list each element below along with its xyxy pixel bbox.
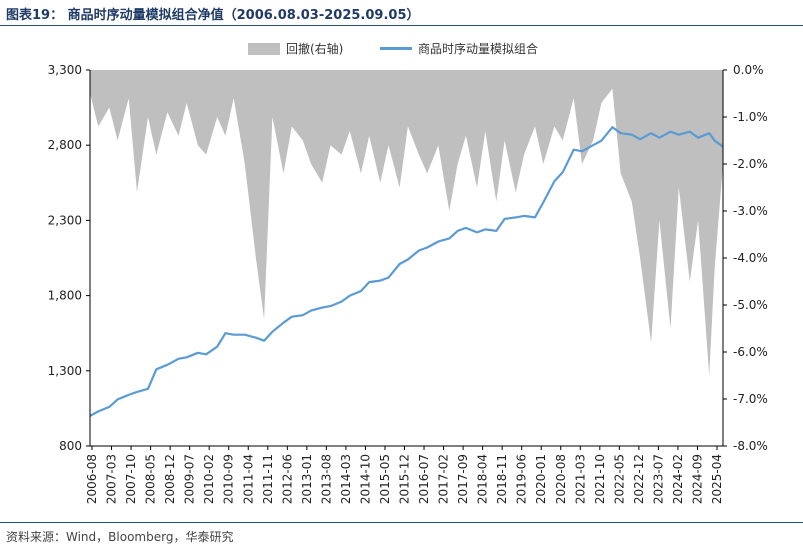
x-tick-label: 2008-05 (144, 454, 158, 504)
legend-label-nav: 商品时序动量模拟组合 (418, 42, 539, 56)
right-tick-label: -1.0% (733, 110, 768, 124)
left-tick-label: 1,300 (48, 364, 82, 378)
x-tick-label: 2006-08 (85, 454, 99, 504)
x-tick-label: 2014-10 (358, 454, 372, 504)
right-tick-label: -6.0% (733, 345, 768, 359)
x-tick-label: 2022-12 (632, 454, 646, 504)
right-tick-label: -8.0% (733, 439, 768, 453)
x-tick-label: 2018-04 (476, 454, 490, 504)
title-rule (0, 25, 803, 26)
legend: 回撤(右轴) 商品时序动量模拟组合 (0, 40, 803, 62)
x-tick-label: 2011-11 (261, 454, 275, 504)
chart-title: 图表19： 商品时序动量模拟组合净值（2006.08.03-2025.09.05… (6, 8, 420, 23)
footer-rule (0, 522, 803, 523)
x-tick-label: 2010-02 (202, 454, 216, 504)
left-tick-label: 800 (59, 439, 82, 453)
right-tick-label: -5.0% (733, 298, 768, 312)
x-tick-label: 2024-02 (671, 454, 685, 504)
x-tick-label: 2021-10 (593, 454, 607, 504)
x-tick-label: 2011-04 (241, 454, 255, 504)
x-tick-label: 2010-09 (222, 454, 236, 504)
x-tick-label: 2014-03 (339, 454, 353, 504)
drawdown-area (90, 70, 723, 376)
legend-swatch-nav (380, 47, 412, 50)
right-tick-label: -3.0% (733, 204, 768, 218)
right-tick-label: 0.0% (733, 63, 764, 77)
legend-item-nav: 商品时序动量模拟组合 (380, 40, 538, 57)
x-tick-label: 2009-07 (183, 454, 197, 504)
x-tick-label: 2007-10 (124, 454, 138, 504)
left-tick-label: 2,300 (48, 213, 82, 227)
x-tick-label: 2017-02 (437, 454, 451, 504)
x-tick-label: 2016-07 (417, 454, 431, 504)
x-tick-label: 2017-09 (456, 454, 470, 504)
x-tick-label: 2007-03 (105, 454, 119, 504)
x-tick-label: 2023-07 (651, 454, 665, 504)
x-tick-label: 2013-08 (319, 454, 333, 504)
x-tick-label: 2020-08 (554, 454, 568, 504)
legend-item-drawdown: 回撤(右轴) (248, 40, 343, 57)
right-tick-label: -7.0% (733, 392, 768, 406)
legend-swatch-drawdown (248, 42, 280, 55)
x-tick-label: 2020-01 (534, 454, 548, 504)
right-tick-label: -4.0% (733, 251, 768, 265)
x-tick-label: 2025-04 (710, 454, 724, 504)
left-tick-label: 1,800 (48, 289, 82, 303)
x-tick-label: 2015-12 (398, 454, 412, 504)
x-tick-label: 2013-01 (300, 454, 314, 504)
x-tick-label: 2008-12 (163, 454, 177, 504)
x-tick-label: 2024-09 (690, 454, 704, 504)
x-tick-label: 2015-05 (378, 454, 392, 504)
left-tick-label: 2,800 (48, 138, 82, 152)
x-tick-label: 2022-05 (612, 454, 626, 504)
right-tick-label: -2.0% (733, 157, 768, 171)
x-tick-label: 2012-06 (280, 454, 294, 504)
source-note: 资料来源：Wind，Bloomberg，华泰研究 (6, 530, 234, 544)
nav-line (89, 126, 724, 417)
x-tick-label: 2018-11 (495, 454, 509, 504)
left-tick-label: 3,300 (48, 63, 82, 77)
nav-line-layer (89, 126, 724, 417)
x-tick-label: 2021-03 (573, 454, 587, 504)
drawdown-area-layer (90, 70, 723, 376)
axes-layer: 800 1,300 1,800 2,300 2,800 3,300 0.0% -1.0% -2.… (48, 63, 768, 504)
legend-label-drawdown: 回撤(右轴) (286, 42, 344, 56)
x-tick-label: 2019-06 (515, 454, 529, 504)
